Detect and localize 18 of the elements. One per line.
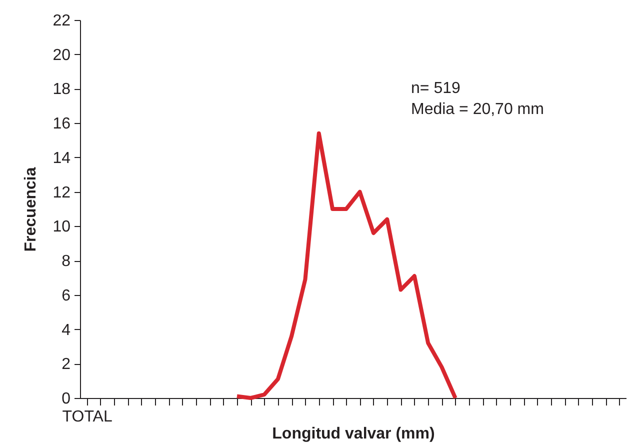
- y-tick-label: 18: [52, 81, 71, 98]
- y-tick-label: 2: [62, 356, 71, 374]
- y-tick-label: 8: [62, 253, 71, 270]
- y-tick-label: 14: [52, 150, 71, 167]
- x-axis-title: Longitud valvar (mm): [272, 426, 435, 442]
- line-series: [234, 131, 458, 400]
- y-tick-label: 10: [52, 218, 71, 236]
- y-tick-label: 12: [52, 184, 71, 202]
- y-tick-label: 16: [52, 116, 71, 133]
- y-tick-label: 6: [62, 287, 71, 304]
- y-tick-label: 0: [62, 390, 71, 408]
- y-tick-label: 4: [62, 322, 71, 339]
- y-axis-title: Frecuencia: [22, 167, 40, 252]
- annotation: n= 519: [411, 80, 460, 97]
- y-tick-label: 22: [52, 12, 71, 30]
- x-tick-label: TOTAL: [62, 408, 112, 426]
- annotation: Media = 20,70 mm: [411, 101, 544, 118]
- y-tick-label: 20: [52, 46, 71, 64]
